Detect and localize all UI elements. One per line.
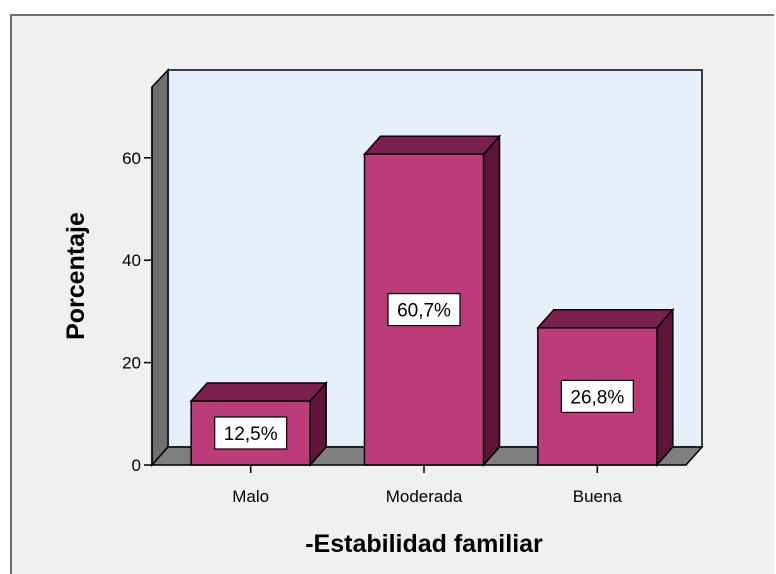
- bar-side: [656, 307, 674, 467]
- x-axis: Malo Moderada Buena: [232, 465, 622, 506]
- x-tick-label: Malo: [232, 487, 269, 506]
- bar-buena: 26,8%: [536, 307, 675, 467]
- data-label: 26,8%: [570, 387, 624, 408]
- bar-moderada: 60,7%: [362, 134, 502, 467]
- plot-side-wall: [151, 68, 169, 467]
- x-tick-label: Moderada: [386, 487, 463, 506]
- bar-side: [482, 134, 501, 467]
- data-label-box: [560, 379, 634, 413]
- data-label-box: [387, 293, 461, 327]
- y-axis: 0 20 40 60: [122, 87, 153, 475]
- bar-malo: 12,5%: [189, 381, 328, 467]
- y-tick-label: 40: [122, 251, 141, 270]
- bar-top: [536, 309, 675, 329]
- bar-top: [189, 382, 328, 402]
- bar-top: [362, 135, 502, 155]
- x-axis-label: -Estabilidad familiar: [305, 530, 543, 558]
- data-label: 60,7%: [397, 301, 451, 322]
- y-tick-label: 20: [122, 354, 141, 373]
- y-tick-label: 0: [132, 456, 141, 475]
- y-axis-label: Porcentaje: [62, 212, 90, 340]
- data-label-box: [214, 416, 288, 450]
- bars: 12,5% 60,7% 26,8%: [189, 134, 675, 467]
- y-tick-label: 60: [122, 149, 141, 168]
- x-tick-label: Buena: [573, 487, 623, 506]
- data-label: 12,5%: [224, 424, 278, 445]
